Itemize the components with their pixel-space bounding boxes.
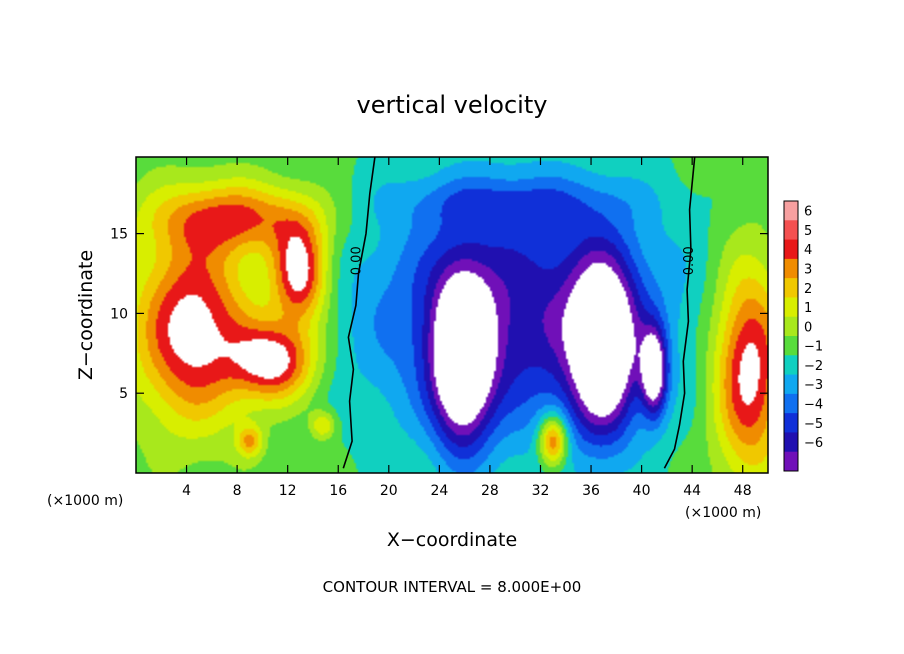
colorbar-swatch <box>784 220 798 241</box>
contour-label: 0.00 <box>350 246 365 275</box>
colorbar-label: −3 <box>804 378 823 393</box>
velocity-field-heatmap <box>136 157 768 473</box>
x-axis: 4 8 12 16 20 24 28 32 36 40 44 48 <box>182 157 752 499</box>
x-tick-label: 20 <box>380 483 398 499</box>
zero-contour-line <box>663 157 696 469</box>
x-tick-label: 32 <box>532 483 550 499</box>
colorbar-swatch <box>784 201 798 221</box>
colorbar-swatch <box>784 393 798 414</box>
x-tick-label: 16 <box>329 483 347 499</box>
colorbar-swatch <box>784 297 798 318</box>
zero-contour-line <box>342 157 376 469</box>
colorbar-frame <box>783 200 799 472</box>
colorbar-label: −5 <box>804 417 823 432</box>
y-axis-title: Z−coordinate <box>75 250 97 380</box>
colorbar-swatch <box>784 374 798 395</box>
x-tick-label: 24 <box>430 483 448 499</box>
contour-interval-note: CONTOUR INTERVAL = 8.000E+00 <box>323 578 582 596</box>
colorbar-swatch <box>784 432 798 453</box>
colorbar-swatch <box>784 316 798 337</box>
x-tick-label: 12 <box>279 483 297 499</box>
colorbar-label: 2 <box>804 282 812 297</box>
x-tick-label: 48 <box>734 483 752 499</box>
x-tick-label: 28 <box>481 483 499 499</box>
colorbar-label: −1 <box>804 340 823 355</box>
colorbar-label: 1 <box>804 301 812 316</box>
colorbar-swatch <box>784 413 798 433</box>
x-tick-label: 4 <box>182 483 191 499</box>
colorbar-swatch <box>784 336 798 356</box>
colorbar: 6 5 4 3 2 1 0 −1 −2 −3 −4 −5 −6 <box>783 200 823 472</box>
colorbar-label: 4 <box>804 243 812 258</box>
x-tick-label: 8 <box>233 483 242 499</box>
x-tick-label: 40 <box>633 483 651 499</box>
y-axis: 5 10 15 <box>110 227 768 402</box>
plot-frame <box>135 156 769 474</box>
y-tick-label: 10 <box>110 306 128 322</box>
colorbar-label: 5 <box>804 224 812 239</box>
plot-area: 0.00 0.00 <box>135 156 769 474</box>
colorbar-label: −4 <box>804 398 823 413</box>
y-tick-label: 15 <box>110 227 128 243</box>
x-axis-title: X−coordinate <box>387 529 517 551</box>
colorbar-swatch <box>784 278 798 298</box>
contour-label: 0.00 <box>682 246 697 275</box>
colorbar-label: 3 <box>804 263 812 278</box>
x-unit-label-left: (×1000 m) <box>47 493 123 509</box>
chart-title: vertical velocity <box>357 91 548 119</box>
x-tick-label: 44 <box>683 483 701 499</box>
colorbar-swatch <box>784 239 798 260</box>
y-tick-label: 5 <box>119 386 128 402</box>
x-tick-label: 36 <box>582 483 600 499</box>
colorbar-label: 6 <box>804 205 812 220</box>
zero-contour-layer: 0.00 0.00 <box>342 157 697 469</box>
colorbar-label: 0 <box>804 320 812 335</box>
x-unit-label-right: (×1000 m) <box>685 505 761 521</box>
colorbar-swatch <box>784 355 798 376</box>
colorbar-label: −6 <box>804 436 823 451</box>
colorbar-swatch <box>784 451 798 472</box>
colorbar-swatch <box>784 258 798 279</box>
colorbar-label: −2 <box>804 359 823 374</box>
